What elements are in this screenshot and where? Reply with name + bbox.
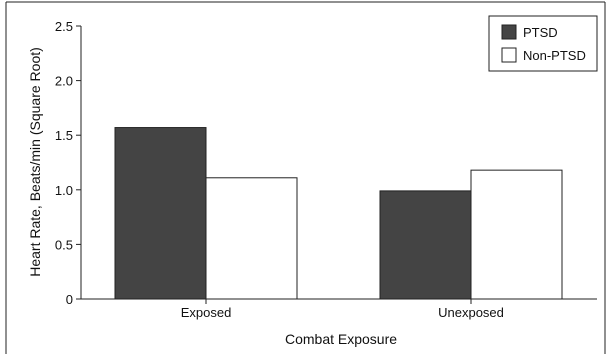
y-tick-label: 2.0 [55,74,73,89]
y-tick-label: 1.0 [55,183,73,198]
bar-non-ptsd-unexposed [470,169,563,300]
y-axis-title: Heart Rate, Beats/min (Square Root) [27,47,43,277]
legend: PTSD Non-PTSD [488,15,598,72]
legend-swatch-ptsd [501,24,517,40]
y-tick-label: 0 [66,292,73,307]
y-tick-label: 1.5 [55,128,73,143]
bar-ptsd-unexposed [379,190,472,300]
plot-area: 0 0.5 1.0 1.5 2.0 2.5 Exposed Unexposed [55,19,597,320]
bar-ptsd-exposed [114,127,207,300]
x-tick-label: Unexposed [438,305,504,320]
bar-non-ptsd-exposed [205,177,298,300]
x-tick-label: Exposed [181,305,232,320]
legend-label-non-ptsd: Non-PTSD [523,48,586,63]
x-axis-title: Combat Exposure [285,331,397,347]
y-tick-label: 0.5 [55,237,73,252]
y-tick-label: 2.5 [55,19,73,34]
legend-swatch-non-ptsd [501,47,517,63]
legend-label-ptsd: PTSD [523,25,558,40]
